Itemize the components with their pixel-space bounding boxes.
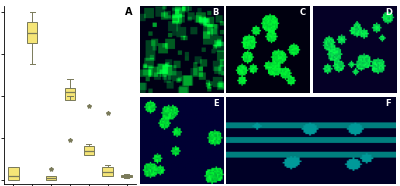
Text: B: B (212, 8, 219, 17)
Text: D: D (385, 8, 392, 17)
Text: A: A (124, 7, 132, 17)
PathPatch shape (102, 167, 113, 176)
PathPatch shape (8, 167, 19, 180)
PathPatch shape (65, 87, 75, 100)
PathPatch shape (27, 22, 38, 43)
PathPatch shape (121, 175, 132, 177)
Text: C: C (299, 8, 305, 17)
Text: E: E (213, 99, 219, 108)
Text: F: F (385, 99, 391, 108)
PathPatch shape (46, 176, 56, 180)
PathPatch shape (84, 146, 94, 155)
